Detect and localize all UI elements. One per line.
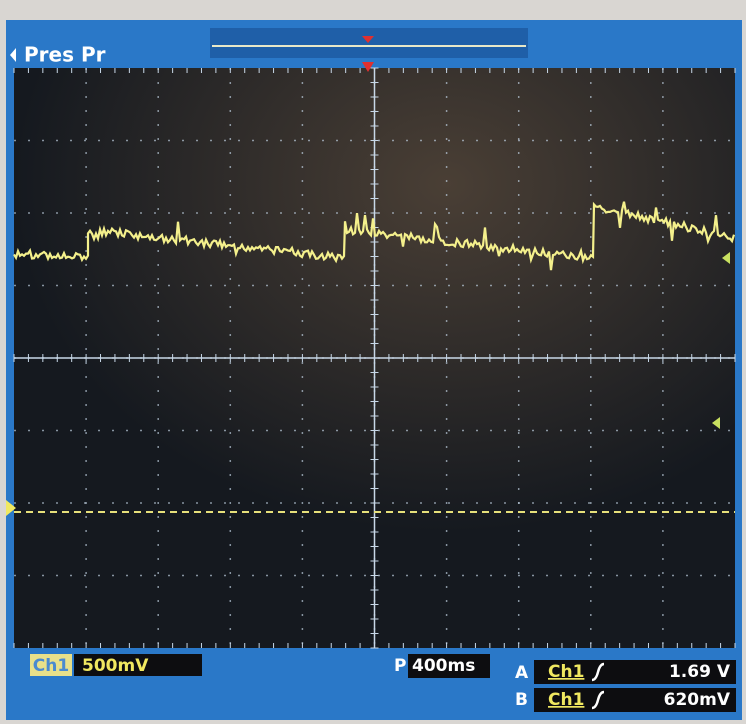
trigger-b-level: 620mV xyxy=(664,690,731,710)
channel-label: Ch1 xyxy=(33,656,69,676)
position-label: P xyxy=(394,656,406,676)
trigger-b-label: B xyxy=(515,690,528,710)
menu-label: Pres Pr xyxy=(24,43,106,67)
waveform xyxy=(13,201,736,271)
trigger-b-box xyxy=(534,688,736,712)
channel-badge xyxy=(30,654,72,676)
trigger-a-box xyxy=(534,660,736,684)
trigger-b-source: Ch1 xyxy=(548,690,584,710)
graticule xyxy=(13,67,736,649)
trigger-a-label: A xyxy=(515,663,529,683)
record-marker xyxy=(362,36,374,43)
trigger-a-slope xyxy=(591,662,605,682)
trigger-position xyxy=(362,62,374,72)
trigger-b-slope xyxy=(591,690,605,710)
scale-box xyxy=(74,654,202,676)
timebase-box xyxy=(408,654,490,678)
ground-marker xyxy=(6,500,16,516)
trigger-a-source: Ch1 xyxy=(548,662,584,682)
record-bar xyxy=(210,28,528,58)
timebase-label: 400ms xyxy=(412,656,475,676)
trigger-a-level: 1.69 V xyxy=(669,662,731,682)
menu-arrow xyxy=(10,48,16,62)
trigger-b-arrow xyxy=(712,417,720,429)
scale-label: 500mV xyxy=(82,656,149,676)
trigger-a-arrow xyxy=(722,252,730,264)
